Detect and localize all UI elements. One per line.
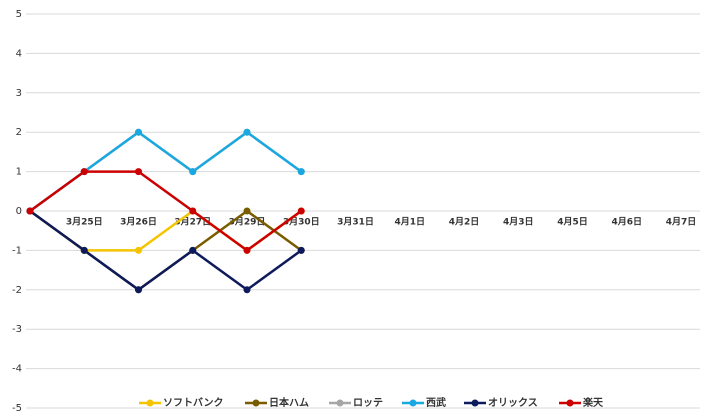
data-point: [80, 246, 88, 254]
series-line: [29, 209, 302, 292]
x-tick-label: 4月1日: [394, 217, 425, 228]
legend-label: オリックス: [488, 397, 538, 409]
y-tick-label: 0: [16, 206, 22, 217]
x-tick-label: 4月5日: [557, 217, 588, 228]
x-tick-label: 3月27日: [174, 217, 211, 228]
y-tick-label: -3: [12, 324, 22, 335]
y-tick-label: 4: [16, 48, 22, 59]
data-point: [189, 207, 197, 215]
data-point: [135, 246, 142, 254]
data-point: [243, 286, 251, 294]
data-point: [297, 168, 305, 176]
legend-swatch-dot: [566, 399, 574, 407]
legend-label: ソフトバンク: [163, 397, 224, 409]
x-tick-label: 3月31日: [337, 217, 374, 228]
data-point: [189, 246, 197, 254]
x-tick-label: 4月3日: [503, 217, 534, 228]
data-point: [297, 207, 305, 215]
x-tick-label: 4月7日: [666, 217, 697, 228]
data-point: [243, 207, 251, 215]
x-tick-label: 4月2日: [449, 217, 480, 228]
y-tick-label: 5: [16, 9, 22, 20]
legend-swatch-dot: [471, 399, 479, 407]
legend-label: 日本ハム: [269, 396, 309, 409]
data-point: [243, 246, 251, 254]
legend-swatch-dot: [409, 399, 417, 407]
y-tick-label: 1: [16, 167, 22, 178]
y-tick-label: -5: [12, 403, 22, 414]
y-tick-label: -4: [12, 364, 22, 375]
data-point: [80, 168, 88, 176]
legend-swatch-dot: [252, 399, 260, 407]
x-tick-label: 3月25日: [66, 217, 103, 228]
data-point: [297, 246, 305, 254]
data-point: [26, 207, 34, 215]
data-point: [135, 168, 142, 176]
data-point: [243, 128, 251, 136]
legend-swatch-dot: [146, 399, 154, 407]
data-point: [135, 128, 142, 136]
y-tick-label: 2: [16, 127, 22, 138]
series-line: [29, 170, 302, 252]
x-tick-label: 4月6日: [611, 217, 642, 228]
data-point: [189, 168, 197, 176]
legend-swatch-dot: [336, 399, 344, 407]
data-point: [135, 286, 142, 294]
y-tick-label: -2: [12, 285, 22, 296]
x-tick-label: 3月26日: [120, 217, 157, 228]
legend-label: 西武: [426, 396, 446, 409]
x-tick-label: 3月30日: [283, 217, 320, 228]
x-tick-label: 3月29日: [229, 217, 266, 228]
y-tick-label: 3: [16, 88, 22, 99]
y-tick-label: -1: [12, 245, 22, 256]
legend-label: ロッテ: [353, 397, 383, 409]
legend-label: 楽天: [582, 396, 604, 409]
